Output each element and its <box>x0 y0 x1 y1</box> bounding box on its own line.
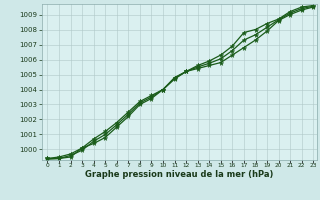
X-axis label: Graphe pression niveau de la mer (hPa): Graphe pression niveau de la mer (hPa) <box>85 170 273 179</box>
